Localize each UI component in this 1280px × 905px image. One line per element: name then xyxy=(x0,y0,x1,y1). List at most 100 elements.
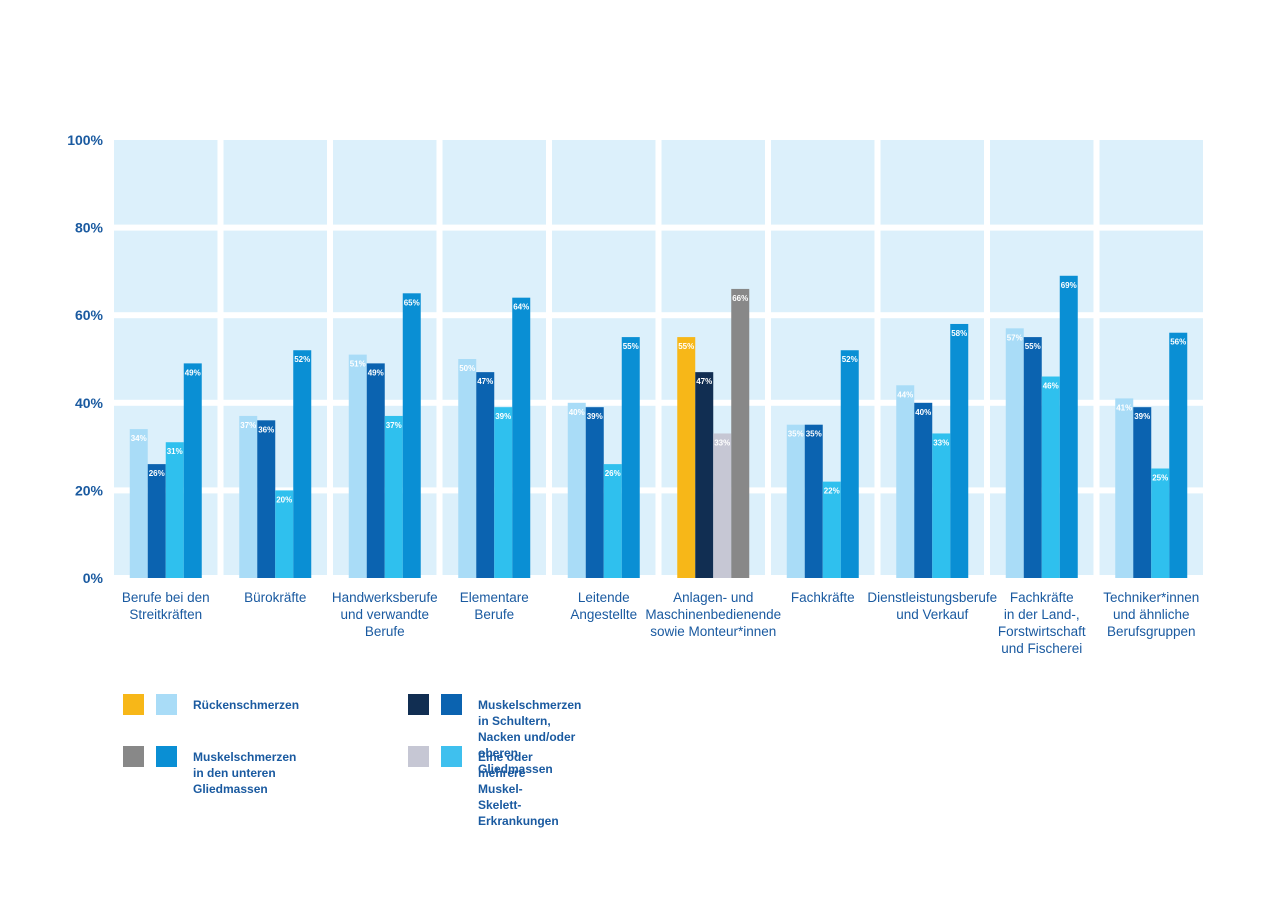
grid-panel xyxy=(442,230,546,313)
data-label: 37% xyxy=(240,421,256,430)
x-tick-label: Fachkräfte in der Land-, Forstwirtschaft un… xyxy=(967,589,1117,657)
bar xyxy=(950,323,969,578)
legend-item: Eine oder mehrere Muskel-Skelett- Erkrank… xyxy=(408,746,559,829)
bar xyxy=(183,363,202,578)
x-tick-label: Dienstleistungsberufe und Verkauf xyxy=(857,589,1007,623)
y-tick-label: 80% xyxy=(75,220,104,236)
data-label: 49% xyxy=(185,368,201,377)
legend-label-line: Eine oder mehrere Muskel-Skelett- xyxy=(478,750,533,812)
grid-panel xyxy=(990,140,1094,225)
grid-panel xyxy=(771,318,875,400)
legend-swatch-default xyxy=(441,746,462,767)
legend-swatch-highlight xyxy=(408,746,429,767)
x-tick-label-line: Berufsgruppen xyxy=(1106,624,1196,639)
bar xyxy=(822,481,841,578)
data-label: 51% xyxy=(350,360,366,369)
x-tick-label: Handwerksberufe und verwandte Berufe xyxy=(310,589,460,640)
x-tick-label-line: Berufe xyxy=(474,607,515,622)
bar xyxy=(458,359,477,578)
grid-panel xyxy=(1099,318,1203,400)
x-tick-label-line: Maschinenbedienende xyxy=(645,607,782,622)
data-label: 57% xyxy=(1007,333,1023,342)
grid-panel xyxy=(223,140,327,225)
x-tick-label-line: und verwandte xyxy=(340,607,430,622)
data-label: 34% xyxy=(131,434,147,443)
data-label: 39% xyxy=(587,412,603,421)
data-label: 26% xyxy=(605,469,621,478)
y-tick-label: 0% xyxy=(83,570,104,586)
y-tick-label: 100% xyxy=(67,132,103,148)
data-label: 47% xyxy=(477,377,493,386)
bar xyxy=(621,337,640,578)
grid-panel xyxy=(223,230,327,313)
data-label: 49% xyxy=(368,368,384,377)
grid-panel xyxy=(333,140,437,225)
grid-panel xyxy=(552,230,656,313)
data-label: 26% xyxy=(149,469,165,478)
x-tick-label-line: und ähnliche xyxy=(1112,607,1190,622)
x-tick-label-line: in der Land-, xyxy=(1003,607,1080,622)
bar xyxy=(695,372,714,578)
x-tick-label: Leitende Angestellte xyxy=(529,589,679,623)
data-label: 40% xyxy=(915,408,931,417)
data-label: 25% xyxy=(1152,474,1168,483)
x-tick-label-line: Berufe bei den xyxy=(121,590,210,605)
legend-label-line: oberen Gliedmassen xyxy=(478,746,553,776)
grid-panel xyxy=(114,318,218,400)
x-tick-label-line: und Fischerei xyxy=(1001,641,1083,656)
y-tick-label: 40% xyxy=(75,395,104,411)
data-label: 66% xyxy=(732,294,748,303)
bar xyxy=(476,372,495,578)
grid-panel xyxy=(990,230,1094,313)
grid-panel xyxy=(1099,230,1203,313)
bar xyxy=(677,337,696,578)
bar xyxy=(1151,468,1170,578)
bar xyxy=(147,464,166,578)
bar xyxy=(1115,398,1134,578)
data-label: 64% xyxy=(513,303,529,312)
bar xyxy=(1005,328,1024,578)
x-tick-label-line: Dienstleistungsberufe xyxy=(867,590,998,605)
x-tick-label-line: Forstwirtschaft xyxy=(997,624,1086,639)
x-tick-label-line: Berufe xyxy=(364,624,405,639)
data-label: 55% xyxy=(678,342,694,351)
grid-panel xyxy=(661,140,765,225)
legend-item: Muskelschmerzen in Schultern, Nacken und… xyxy=(408,694,581,777)
data-label: 35% xyxy=(806,430,822,439)
y-tick-label: 60% xyxy=(75,307,104,323)
x-tick-label: Elementare Berufe xyxy=(419,589,569,623)
bar xyxy=(840,350,859,578)
data-label: 33% xyxy=(714,438,730,447)
x-tick-label-line: Handwerksberufe xyxy=(331,590,438,605)
grid-panel xyxy=(114,140,218,225)
data-label: 39% xyxy=(1134,412,1150,421)
legend-item: Rückenschmerzen xyxy=(123,694,299,715)
bar xyxy=(1133,407,1152,578)
legend-label: Muskelschmerzen in Schultern, Nacken und… xyxy=(478,694,581,777)
bar xyxy=(239,415,258,578)
data-label: 44% xyxy=(897,390,913,399)
legend-label-line: Muskelschmerzen in Schultern, Nacken und… xyxy=(478,698,582,744)
grid-panel xyxy=(1099,140,1203,225)
x-tick-label-line: Fachkräfte xyxy=(790,590,855,605)
data-label: 22% xyxy=(824,487,840,496)
x-tick-label-line: Anlagen- und xyxy=(673,590,754,605)
x-tick-label-line: Bürokräfte xyxy=(244,590,307,605)
legend-label: Eine oder mehrere Muskel-Skelett- Erkrank… xyxy=(478,746,559,829)
bar xyxy=(129,429,148,578)
legend-swatch-default xyxy=(441,694,462,715)
data-label: 40% xyxy=(569,408,585,417)
x-tick-label-line: Techniker*innen xyxy=(1103,590,1200,605)
legend-label-line: Rückenschmerzen xyxy=(193,698,300,712)
bar xyxy=(804,424,823,578)
bars xyxy=(129,275,1188,578)
legend-label-line: Erkrankungen xyxy=(478,814,559,828)
grid-panel xyxy=(552,140,656,225)
bar xyxy=(896,385,915,578)
bar xyxy=(567,402,586,578)
x-tick-label-line: Fachkräfte xyxy=(1009,590,1074,605)
grid-panel xyxy=(442,140,546,225)
bar xyxy=(275,490,294,578)
grid-panel xyxy=(223,318,327,400)
